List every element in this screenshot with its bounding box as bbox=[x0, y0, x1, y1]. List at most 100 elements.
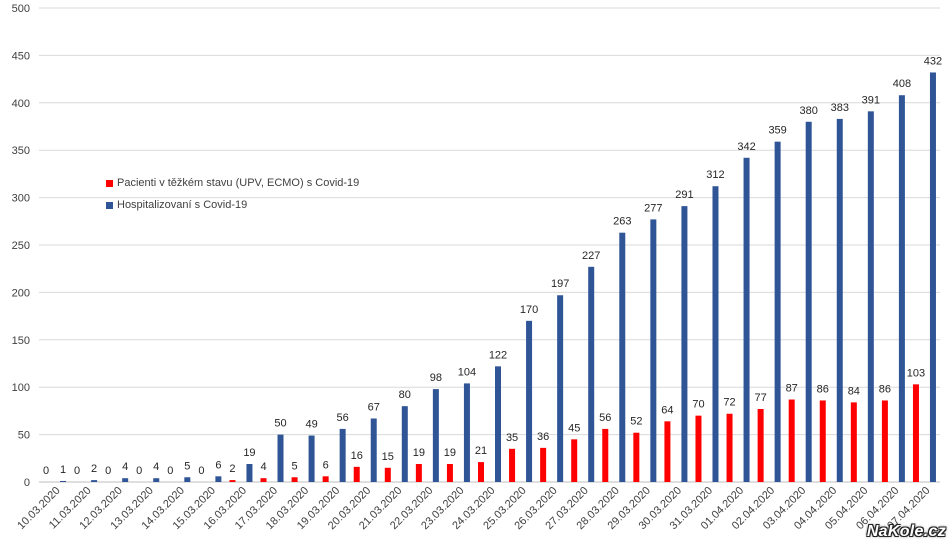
bar-hospitalized bbox=[463, 383, 470, 482]
data-label-severe: 0 bbox=[136, 465, 142, 477]
bar-hospitalized bbox=[650, 219, 657, 483]
bar-hospitalized bbox=[122, 478, 129, 482]
data-label-hospitalized: 342 bbox=[737, 141, 755, 153]
data-label-hospitalized: 56 bbox=[337, 412, 349, 424]
bar-severe bbox=[819, 400, 826, 482]
data-label-hospitalized: 432 bbox=[924, 55, 942, 67]
y-tick-label: 200 bbox=[12, 287, 30, 299]
bar-hospitalized bbox=[743, 157, 750, 482]
data-label-hospitalized: 359 bbox=[768, 125, 786, 137]
y-tick-label: 0 bbox=[24, 477, 30, 489]
bar-severe bbox=[912, 384, 919, 482]
data-label-severe: 0 bbox=[167, 465, 173, 477]
data-label-hospitalized: 50 bbox=[274, 418, 286, 430]
bar-severe bbox=[353, 466, 360, 482]
bar-severe bbox=[633, 432, 640, 482]
bar-hospitalized bbox=[805, 121, 812, 482]
data-labels: 0 1 0 2 0 4 0 4 0 5 0 6 2194505496561667158019981910… bbox=[43, 55, 942, 477]
bar-hospitalized bbox=[339, 428, 346, 482]
bar-hospitalized bbox=[432, 389, 439, 482]
data-label-hospitalized: 383 bbox=[831, 102, 849, 114]
y-tick-label: 450 bbox=[12, 50, 30, 62]
data-label-severe: 52 bbox=[630, 416, 642, 428]
bar-hospitalized bbox=[60, 481, 67, 482]
bar-severe bbox=[850, 402, 857, 482]
data-label-severe: 2 bbox=[229, 463, 235, 475]
data-label-severe: 35 bbox=[506, 432, 518, 444]
bar-hospitalized bbox=[153, 478, 160, 482]
data-label-severe: 5 bbox=[292, 460, 298, 472]
data-label-hospitalized: 4 bbox=[122, 461, 128, 473]
watermark-logo: NaKole.cz bbox=[866, 523, 946, 540]
data-label-severe: 86 bbox=[817, 383, 829, 395]
data-label-severe: 6 bbox=[323, 459, 329, 471]
data-label-hospitalized: 19 bbox=[243, 447, 255, 459]
y-tick-label: 150 bbox=[12, 335, 30, 347]
bar-hospitalized bbox=[308, 435, 315, 482]
data-label-severe: 0 bbox=[105, 465, 111, 477]
data-label-hospitalized: 67 bbox=[368, 401, 380, 413]
bar-hospitalized bbox=[557, 295, 564, 482]
legend-item-hospitalized: Hospitalizovaní s Covid-19 bbox=[106, 194, 359, 216]
data-label-hospitalized: 122 bbox=[489, 349, 507, 361]
data-label-severe: 4 bbox=[260, 461, 266, 473]
bars bbox=[60, 72, 936, 483]
y-tick-label: 500 bbox=[12, 3, 30, 15]
y-tick-label: 300 bbox=[12, 193, 30, 205]
data-label-hospitalized: 98 bbox=[430, 372, 442, 384]
data-label-hospitalized: 408 bbox=[893, 78, 911, 90]
data-label-hospitalized: 197 bbox=[551, 278, 569, 290]
bar-hospitalized bbox=[867, 111, 874, 482]
data-label-severe: 103 bbox=[907, 367, 925, 379]
data-label-hospitalized: 277 bbox=[644, 202, 662, 214]
bar-hospitalized bbox=[184, 477, 191, 482]
y-tick-label: 50 bbox=[18, 430, 30, 442]
data-label-severe: 64 bbox=[661, 404, 673, 416]
data-label-severe: 70 bbox=[692, 399, 704, 411]
bar-hospitalized bbox=[277, 434, 284, 482]
legend-swatch-severe bbox=[106, 179, 113, 187]
bar-severe bbox=[509, 448, 516, 482]
bar-severe bbox=[446, 463, 453, 482]
bar-severe bbox=[757, 409, 764, 482]
legend-label-hospitalized: Hospitalizovaní s Covid-19 bbox=[117, 199, 248, 211]
bar-severe bbox=[291, 477, 298, 482]
bar-severe bbox=[478, 462, 484, 482]
data-label-hospitalized: 312 bbox=[706, 169, 724, 181]
data-label-severe: 0 bbox=[43, 465, 49, 477]
bar-hospitalized bbox=[588, 266, 595, 482]
data-label-severe: 0 bbox=[198, 465, 204, 477]
data-label-severe: 16 bbox=[351, 450, 363, 462]
bar-severe bbox=[540, 447, 547, 482]
data-label-hospitalized: 263 bbox=[613, 216, 631, 228]
data-label-hospitalized: 2 bbox=[91, 463, 97, 475]
bar-severe bbox=[229, 480, 236, 482]
bar-severe bbox=[384, 467, 391, 482]
bar-hospitalized bbox=[774, 141, 781, 482]
data-label-severe: 19 bbox=[413, 447, 425, 459]
legend-label-severe: Pacienti v těžkém stavu (UPV, ECMO) s Co… bbox=[117, 177, 360, 189]
bar-severe bbox=[415, 463, 422, 482]
bar-severe bbox=[571, 439, 578, 482]
data-label-severe: 15 bbox=[382, 451, 394, 463]
bar-severe bbox=[260, 478, 267, 482]
bar-hospitalized bbox=[619, 232, 626, 482]
bar-severe bbox=[695, 415, 702, 482]
data-label-severe: 0 bbox=[74, 465, 80, 477]
bar-severe bbox=[788, 399, 795, 482]
data-label-hospitalized: 227 bbox=[582, 250, 600, 262]
bar-hospitalized bbox=[712, 186, 719, 482]
bar-severe bbox=[602, 428, 609, 482]
bar-hospitalized bbox=[681, 206, 688, 482]
bar-hospitalized bbox=[401, 406, 408, 482]
y-tick-label: 100 bbox=[12, 382, 30, 394]
bar-hospitalized bbox=[898, 95, 905, 482]
data-label-severe: 19 bbox=[444, 447, 456, 459]
bar-severe bbox=[664, 421, 671, 482]
bar-hospitalized bbox=[929, 72, 936, 483]
bar-hospitalized bbox=[526, 320, 533, 482]
data-label-hospitalized: 1 bbox=[60, 464, 66, 476]
data-label-hospitalized: 104 bbox=[458, 366, 476, 378]
data-label-hospitalized: 80 bbox=[399, 389, 411, 401]
